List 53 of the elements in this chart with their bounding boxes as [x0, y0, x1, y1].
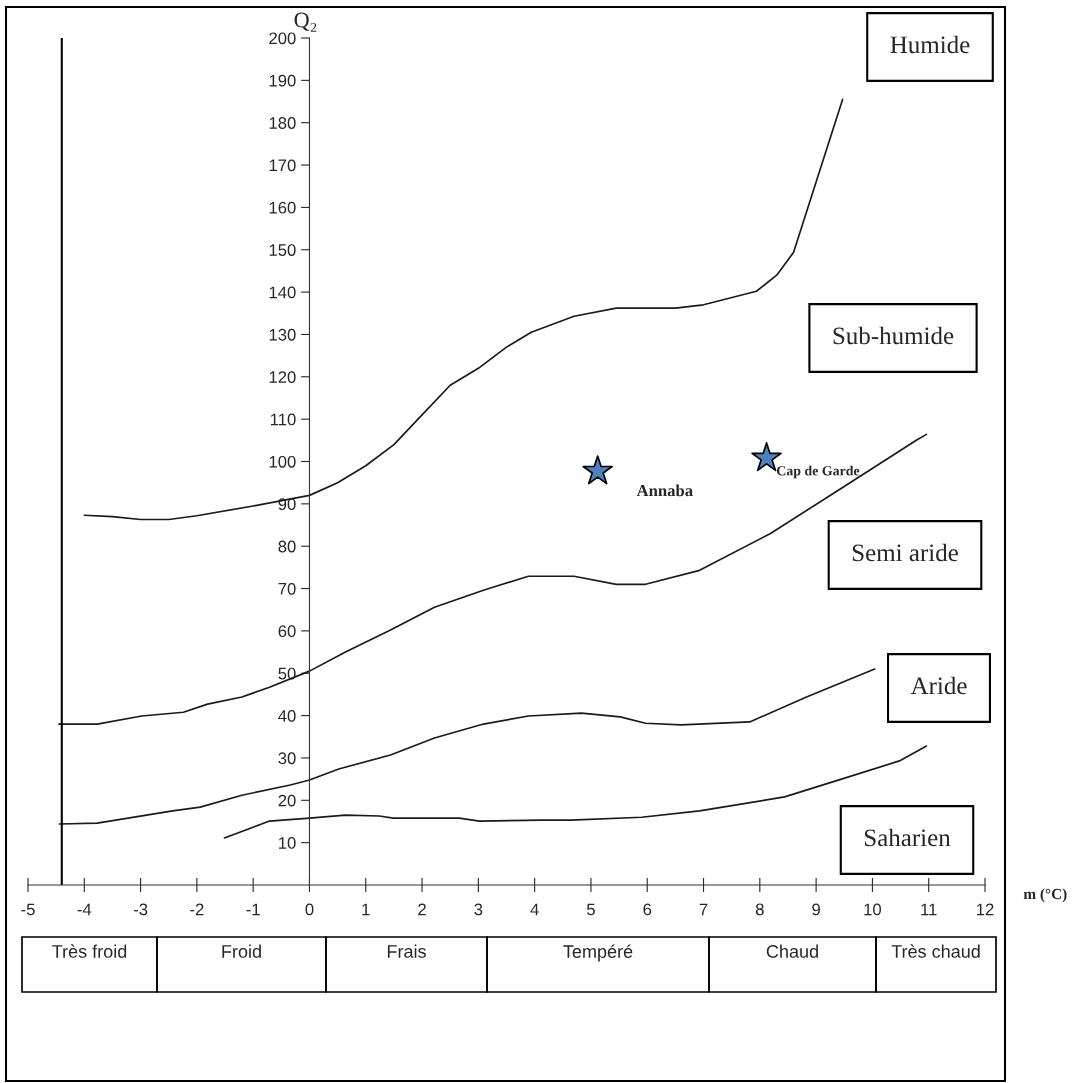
x-tick-label: 8 — [755, 903, 764, 916]
x-tick-label: 0 — [305, 903, 314, 916]
y-tick-label: 70 — [278, 582, 296, 595]
y-tick-label: 180 — [269, 117, 296, 129]
y-tick-label: 80 — [278, 540, 296, 553]
y-tick-label: 120 — [269, 371, 296, 383]
text: Froid — [222, 944, 261, 958]
annotation: Semi aride — [852, 543, 958, 562]
x-tick-label: 10 — [864, 903, 882, 916]
text: Très froid — [52, 944, 127, 958]
series-label: Annaba — [636, 484, 693, 497]
x-tick-label: 6 — [643, 903, 652, 916]
x-tick-label: 7 — [699, 903, 708, 916]
y-tick-label: 20 — [278, 794, 296, 807]
text: Tempéré — [563, 944, 633, 962]
annotation: Aride — [910, 676, 967, 695]
x-tick-label: 5 — [586, 903, 595, 916]
annotation: Sub-humide — [833, 326, 954, 345]
x-tick-label: -1 — [246, 903, 260, 916]
x-tick-label: 3 — [474, 903, 483, 916]
x-tick-label: 12 — [977, 903, 994, 916]
x-tick-label: 11 — [921, 903, 937, 916]
y-axis-title: Q₂ — [294, 12, 317, 32]
y-tick-label: 140 — [269, 286, 296, 299]
y-tick-label: 110 — [270, 413, 296, 426]
x-tick-label: -3 — [133, 903, 148, 916]
x-tick-label: -4 — [77, 903, 92, 916]
x-tick-label: -5 — [21, 903, 35, 916]
y-tick-label: 150 — [269, 244, 296, 256]
annotation: Humide — [890, 35, 970, 54]
x-tick-label: -2 — [190, 903, 204, 916]
x-tick-label: 4 — [530, 903, 539, 916]
x-tick-label: 9 — [812, 903, 820, 916]
line-series — [58, 668, 876, 825]
text: Frais — [387, 944, 426, 958]
x-axis-title: m (°C) — [1023, 888, 1067, 903]
y-tick-label: 190 — [269, 74, 296, 87]
y-tick-label: 160 — [269, 201, 296, 214]
series-label: Cap de Garde — [776, 465, 860, 479]
y-tick-label: 130 — [269, 328, 296, 341]
y-tick-label: 200 — [269, 32, 296, 45]
y-tick-label: 100 — [269, 455, 296, 468]
x-tick-label: 2 — [418, 903, 426, 916]
y-tick-label: 170 — [269, 159, 296, 172]
text: Très chaud — [891, 944, 980, 958]
x-tick-label: 1 — [362, 903, 370, 916]
annotation: Saharien — [864, 828, 951, 847]
y-tick-label: 40 — [278, 710, 296, 722]
y-tick-label: 60 — [278, 625, 296, 638]
y-tick-label: 90 — [278, 498, 296, 511]
text: Chaud — [766, 944, 818, 958]
y-tick-label: 30 — [278, 752, 296, 765]
y-tick-label: 10 — [279, 837, 296, 849]
